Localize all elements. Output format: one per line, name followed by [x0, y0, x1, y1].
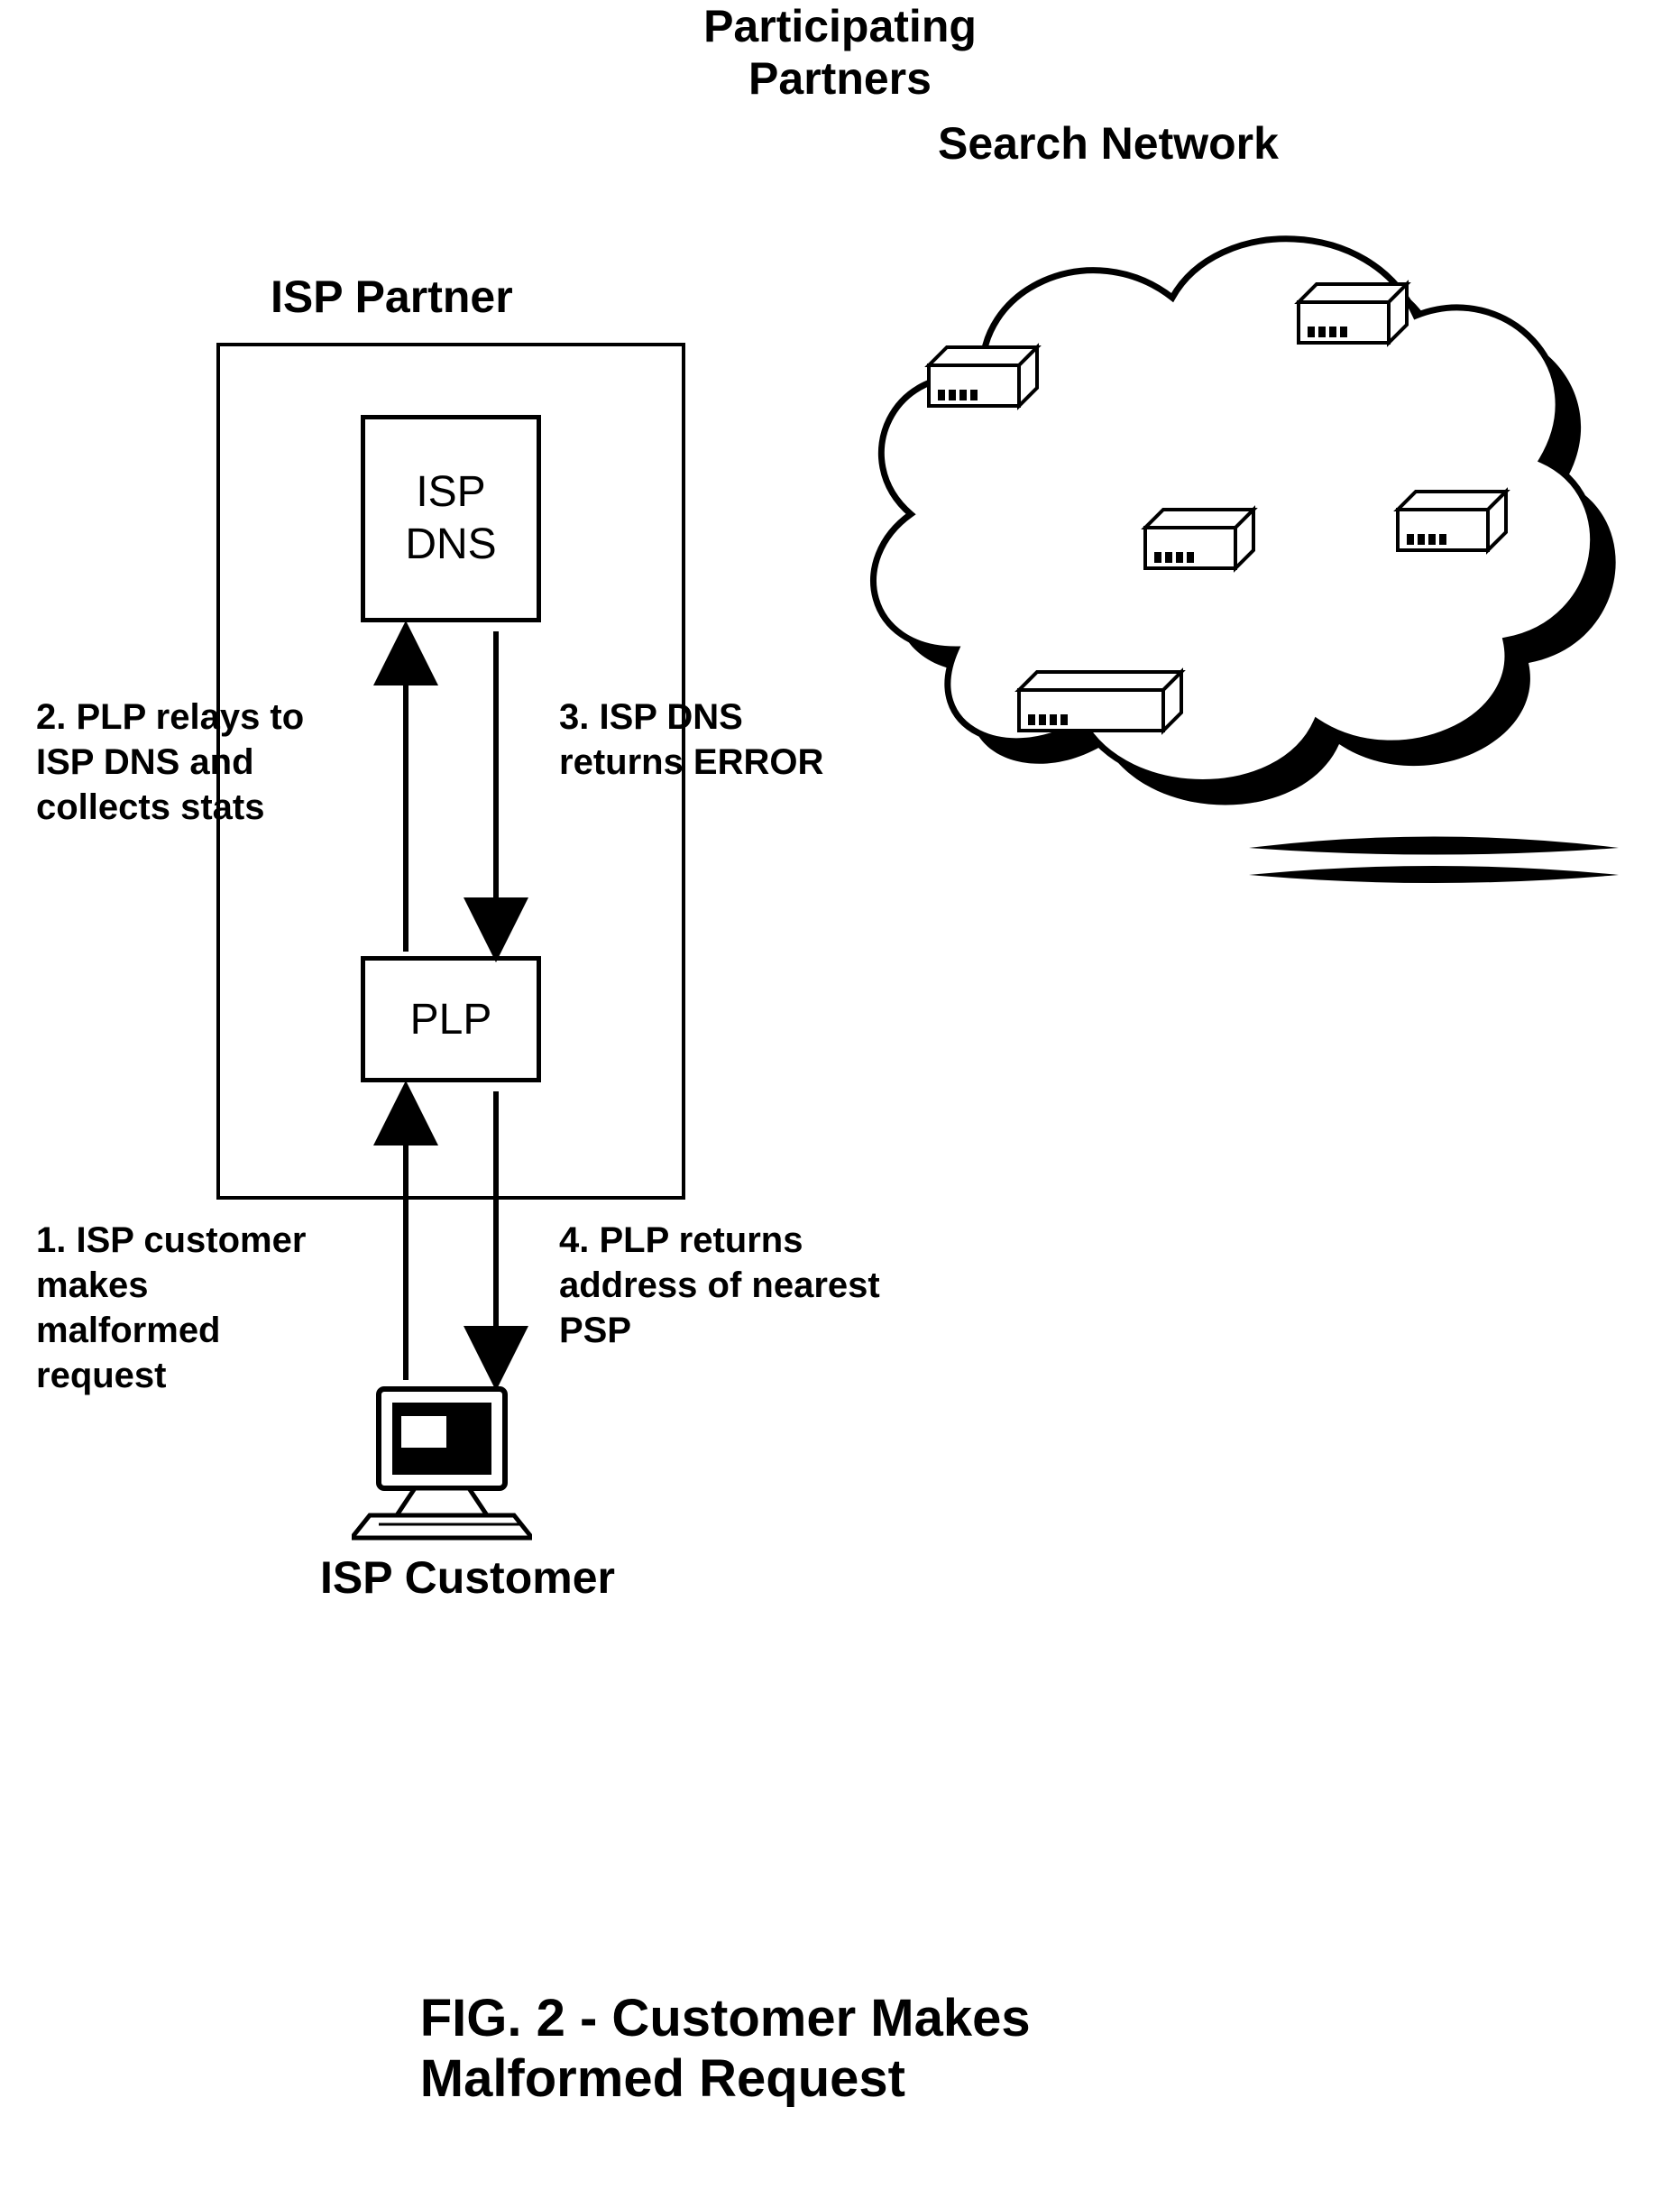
- server-icon-4: [1010, 667, 1190, 740]
- server-icon-1: [920, 343, 1046, 415]
- server-icon-3: [1136, 505, 1262, 577]
- server-icon-2: [1290, 280, 1416, 352]
- server-icon-5: [1389, 487, 1515, 559]
- partners-decoration-icon: [1244, 830, 1623, 893]
- computer-icon: [352, 1380, 532, 1542]
